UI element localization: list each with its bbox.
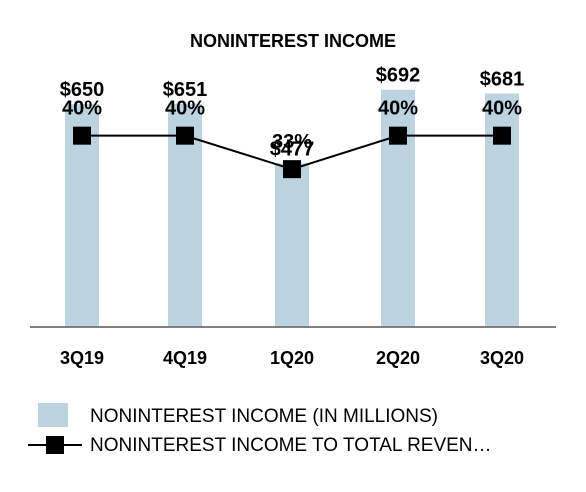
bar-1Q20 xyxy=(275,163,309,327)
bar-value-label-1Q20: $477 xyxy=(270,138,315,160)
x-tick-2Q20: 2Q20 xyxy=(376,348,420,368)
line-layer xyxy=(73,126,511,179)
chart-title: NONINTEREST INCOME xyxy=(190,31,396,51)
legend-swatch-marker xyxy=(46,436,64,454)
legend-label-bar: NONINTEREST INCOME (IN MILLIONS) xyxy=(90,406,438,427)
ratio-label-3Q20: 40% xyxy=(482,98,522,120)
legend: NONINTEREST INCOME (IN MILLIONS) NONINTE… xyxy=(28,403,492,456)
x-tick-4Q19: 4Q19 xyxy=(163,348,207,368)
bar-value-label-3Q19: $650 xyxy=(60,79,105,101)
legend-label-line: NONINTEREST INCOME TO TOTAL REVEN… xyxy=(90,435,492,456)
bar-labels-layer: $650 $651 $477 $692 $681 xyxy=(60,65,525,161)
bar-2Q20 xyxy=(381,89,415,327)
bar-value-label-4Q19: $651 xyxy=(163,79,208,101)
x-tick-1Q20: 1Q20 xyxy=(270,348,314,368)
ratio-marker-4Q19 xyxy=(176,126,194,145)
ratio-marker-2Q20 xyxy=(389,126,407,145)
x-tick-3Q20: 3Q20 xyxy=(480,348,524,368)
bars-layer xyxy=(65,89,519,328)
ratio-marker-3Q19 xyxy=(73,126,91,145)
ratio-marker-3Q20 xyxy=(493,126,511,145)
ratio-marker-1Q20 xyxy=(283,160,301,179)
ratio-label-3Q19: 40% xyxy=(62,98,102,120)
pct-labels-layer: 40% 40% 33% 40% 40% xyxy=(62,98,522,153)
x-ticks-layer: 3Q19 4Q19 1Q20 2Q20 3Q20 xyxy=(60,348,524,368)
ratio-label-2Q20: 40% xyxy=(378,98,418,120)
bar-value-label-2Q20: $692 xyxy=(376,65,421,87)
legend-swatch-bar xyxy=(38,403,68,427)
x-tick-3Q19: 3Q19 xyxy=(60,348,104,368)
bar-value-label-3Q20: $681 xyxy=(480,69,525,91)
ratio-label-1Q20: 33% xyxy=(272,131,312,153)
ratio-label-4Q19: 40% xyxy=(165,98,205,120)
